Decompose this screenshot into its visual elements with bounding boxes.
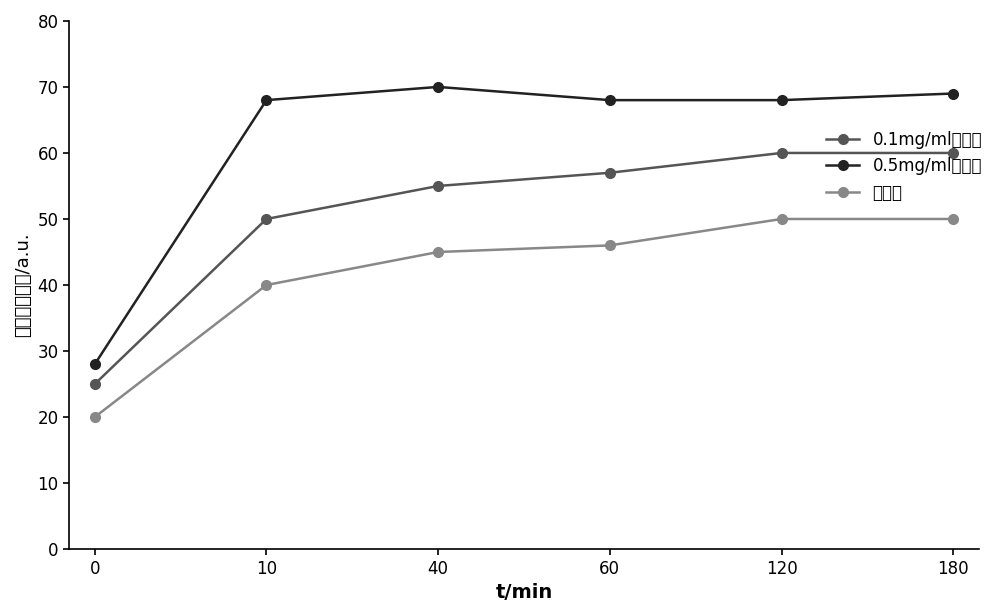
0.1mg/ml剂量组 bbox=[947, 149, 959, 156]
0.5mg/ml剂量组 bbox=[260, 97, 272, 104]
Y-axis label: 表皮水分含量/a.u.: 表皮水分含量/a.u. bbox=[14, 233, 32, 338]
0.1mg/ml剂量组 bbox=[432, 182, 444, 190]
0.5mg/ml剂量组 bbox=[89, 360, 101, 368]
Legend: 0.1mg/ml剂量组, 0.5mg/ml剂量组, 对照组: 0.1mg/ml剂量组, 0.5mg/ml剂量组, 对照组 bbox=[819, 124, 989, 208]
对照组 bbox=[260, 282, 272, 289]
0.1mg/ml剂量组 bbox=[89, 380, 101, 387]
0.1mg/ml剂量组 bbox=[604, 169, 616, 176]
对照组 bbox=[89, 413, 101, 421]
Line: 0.1mg/ml剂量组: 0.1mg/ml剂量组 bbox=[90, 148, 958, 389]
对照组 bbox=[432, 248, 444, 256]
0.5mg/ml剂量组 bbox=[604, 97, 616, 104]
0.1mg/ml剂量组 bbox=[260, 215, 272, 222]
对照组 bbox=[604, 241, 616, 249]
0.1mg/ml剂量组 bbox=[776, 149, 788, 156]
对照组 bbox=[776, 215, 788, 222]
0.5mg/ml剂量组 bbox=[947, 90, 959, 97]
X-axis label: t/min: t/min bbox=[495, 583, 553, 602]
0.5mg/ml剂量组 bbox=[432, 83, 444, 91]
Line: 0.5mg/ml剂量组: 0.5mg/ml剂量组 bbox=[90, 82, 958, 369]
0.5mg/ml剂量组 bbox=[776, 97, 788, 104]
Line: 对照组: 对照组 bbox=[90, 214, 958, 422]
对照组 bbox=[947, 215, 959, 222]
